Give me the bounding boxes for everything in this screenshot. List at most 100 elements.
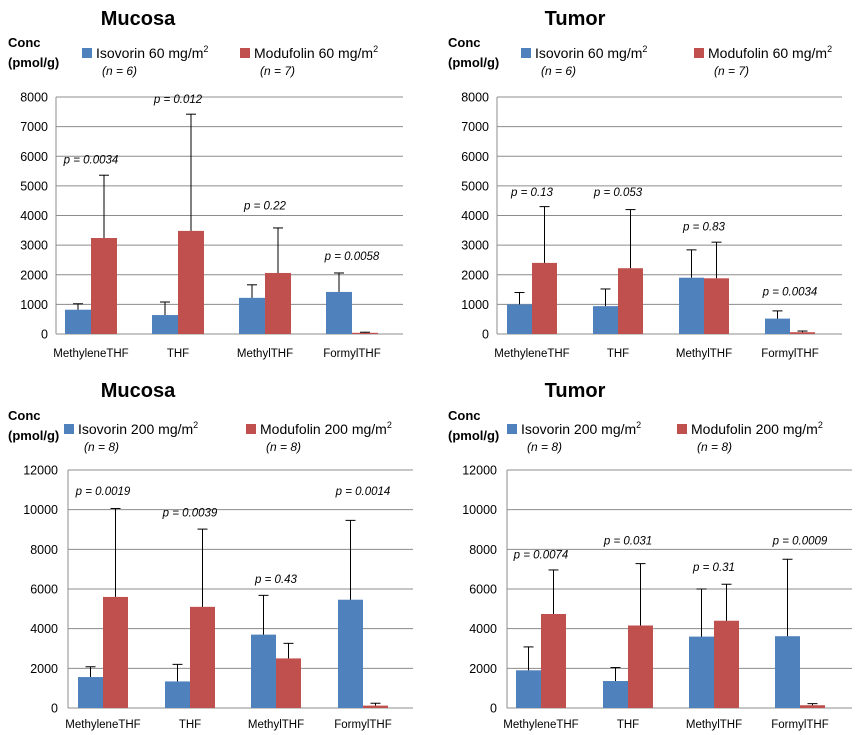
y-tick-label: 4000 — [30, 622, 58, 636]
p-value-annotation: p = 0.43 — [254, 574, 297, 586]
bar-isovorin — [152, 315, 178, 334]
legend-n: (n = 6) — [541, 64, 576, 78]
y-tick-label: 4000 — [20, 209, 48, 223]
legend-superscript: 2 — [818, 420, 823, 430]
legend-label: Isovorin 60 mg/m — [96, 45, 203, 61]
y-tick-label: 12000 — [462, 464, 497, 478]
x-category-label: FormylTHF — [761, 348, 819, 360]
y-axis-label-unit: (pmol/g) — [448, 428, 499, 443]
y-tick-label: 6000 — [461, 150, 489, 164]
x-category-label: MethyleneTHF — [494, 348, 569, 360]
x-category-label: MethylTHF — [676, 348, 732, 360]
bar-isovorin — [775, 636, 800, 708]
y-tick-label: 7000 — [20, 120, 48, 134]
p-value-annotation: p = 0.83 — [682, 221, 725, 233]
p-value-annotation: p = 0.0039 — [162, 508, 218, 520]
x-category-label: MethylTHF — [237, 348, 293, 360]
y-tick-label: 2000 — [30, 662, 58, 676]
y-axis-label: Conc — [448, 35, 481, 50]
bar-isovorin — [516, 670, 541, 708]
x-category-label: MethyleneTHF — [503, 719, 578, 731]
bar-modufolin — [91, 238, 117, 334]
legend-swatch — [246, 424, 256, 434]
legend-superscript: 2 — [636, 420, 641, 430]
legend-swatch — [82, 48, 92, 58]
bar-isovorin — [326, 291, 352, 334]
legend-n: (n = 8) — [527, 440, 562, 454]
x-category-label: THF — [167, 348, 189, 360]
legend-entry: Modufolin 60 mg/m2 — [708, 44, 832, 61]
bar-modufolin — [352, 332, 378, 334]
legend-entry: Isovorin 60 mg/m2 — [96, 44, 208, 61]
legend-label: Isovorin 200 mg/m — [521, 421, 636, 437]
y-tick-label: 3000 — [461, 239, 489, 253]
legend-swatch — [240, 48, 250, 58]
x-category-label: MethyleneTHF — [65, 719, 140, 731]
p-value-annotation: p = 0.0034 — [63, 155, 119, 167]
chart-title: Tumor — [545, 8, 606, 30]
y-tick-label: 2000 — [20, 268, 48, 282]
y-axis-label-unit: (pmol/g) — [448, 55, 499, 70]
legend-label: Isovorin 200 mg/m — [78, 421, 193, 437]
y-tick-label: 4000 — [469, 622, 497, 636]
x-category-label: THF — [179, 719, 201, 731]
bar-isovorin — [689, 636, 714, 708]
chart-panel-1: Mucosa Conc (pmol/g) Isovorin 60 mg/m2 (n = … — [8, 8, 403, 360]
legend-n: (n = 6) — [102, 64, 137, 78]
chart-title: Mucosa — [101, 8, 176, 30]
chart-title: Mucosa — [101, 380, 176, 402]
legend-entry: Isovorin 60 mg/m2 — [535, 44, 647, 61]
y-axis-label-unit: (pmol/g) — [8, 55, 59, 70]
legend-label: Modufolin 60 mg/m — [254, 45, 373, 61]
x-category-label: THF — [607, 348, 629, 360]
bar-isovorin — [165, 681, 190, 708]
y-tick-label: 0 — [490, 702, 497, 716]
bar-modufolin — [532, 262, 557, 334]
bar-isovorin — [65, 309, 91, 334]
bar-modufolin — [618, 268, 643, 334]
p-value-annotation: p = 0.13 — [510, 187, 553, 199]
p-value-annotation: p = 0.22 — [243, 201, 286, 213]
bar-isovorin — [765, 318, 790, 334]
bar-modufolin — [704, 278, 729, 334]
y-tick-label: 1000 — [461, 298, 489, 312]
p-value-annotation: p = 0.31 — [692, 562, 735, 574]
y-axis-label: Conc — [8, 35, 41, 50]
y-tick-label: 4000 — [461, 209, 489, 223]
bar-isovorin — [251, 634, 276, 708]
legend-superscript: 2 — [827, 44, 832, 54]
x-category-label: MethylTHF — [248, 719, 304, 731]
y-tick-label: 6000 — [20, 150, 48, 164]
legend-n: (n = 7) — [714, 64, 749, 78]
y-tick-label: 10000 — [462, 503, 497, 517]
y-tick-label: 8000 — [30, 543, 58, 557]
y-tick-label: 5000 — [20, 179, 48, 193]
y-tick-label: 5000 — [461, 179, 489, 193]
y-tick-label: 3000 — [20, 239, 48, 253]
legend-entry: Isovorin 200 mg/m2 — [521, 420, 641, 437]
legend-label: Isovorin 60 mg/m — [535, 45, 642, 61]
legend-n: (n = 8) — [266, 440, 301, 454]
p-value-annotation: p = 0.0014 — [335, 486, 391, 498]
bar-modufolin — [800, 705, 825, 708]
legend-entry: Isovorin 200 mg/m2 — [78, 420, 198, 437]
bar-isovorin — [603, 681, 628, 708]
x-category-label: MethyleneTHF — [53, 348, 128, 360]
x-category-label: THF — [617, 719, 639, 731]
legend-entry: Modufolin 60 mg/m2 — [254, 44, 378, 61]
legend-swatch — [507, 424, 517, 434]
bar-isovorin — [593, 306, 618, 334]
bar-modufolin — [714, 620, 739, 708]
y-axis-label-unit: (pmol/g) — [8, 428, 59, 443]
legend-superscript: 2 — [203, 44, 208, 54]
legend-n: (n = 8) — [84, 440, 119, 454]
legend-n: (n = 7) — [260, 64, 295, 78]
y-tick-label: 8000 — [461, 91, 489, 105]
legend-n: (n = 8) — [697, 440, 732, 454]
bar-modufolin — [363, 705, 388, 708]
x-category-label: FormylTHF — [334, 719, 392, 731]
